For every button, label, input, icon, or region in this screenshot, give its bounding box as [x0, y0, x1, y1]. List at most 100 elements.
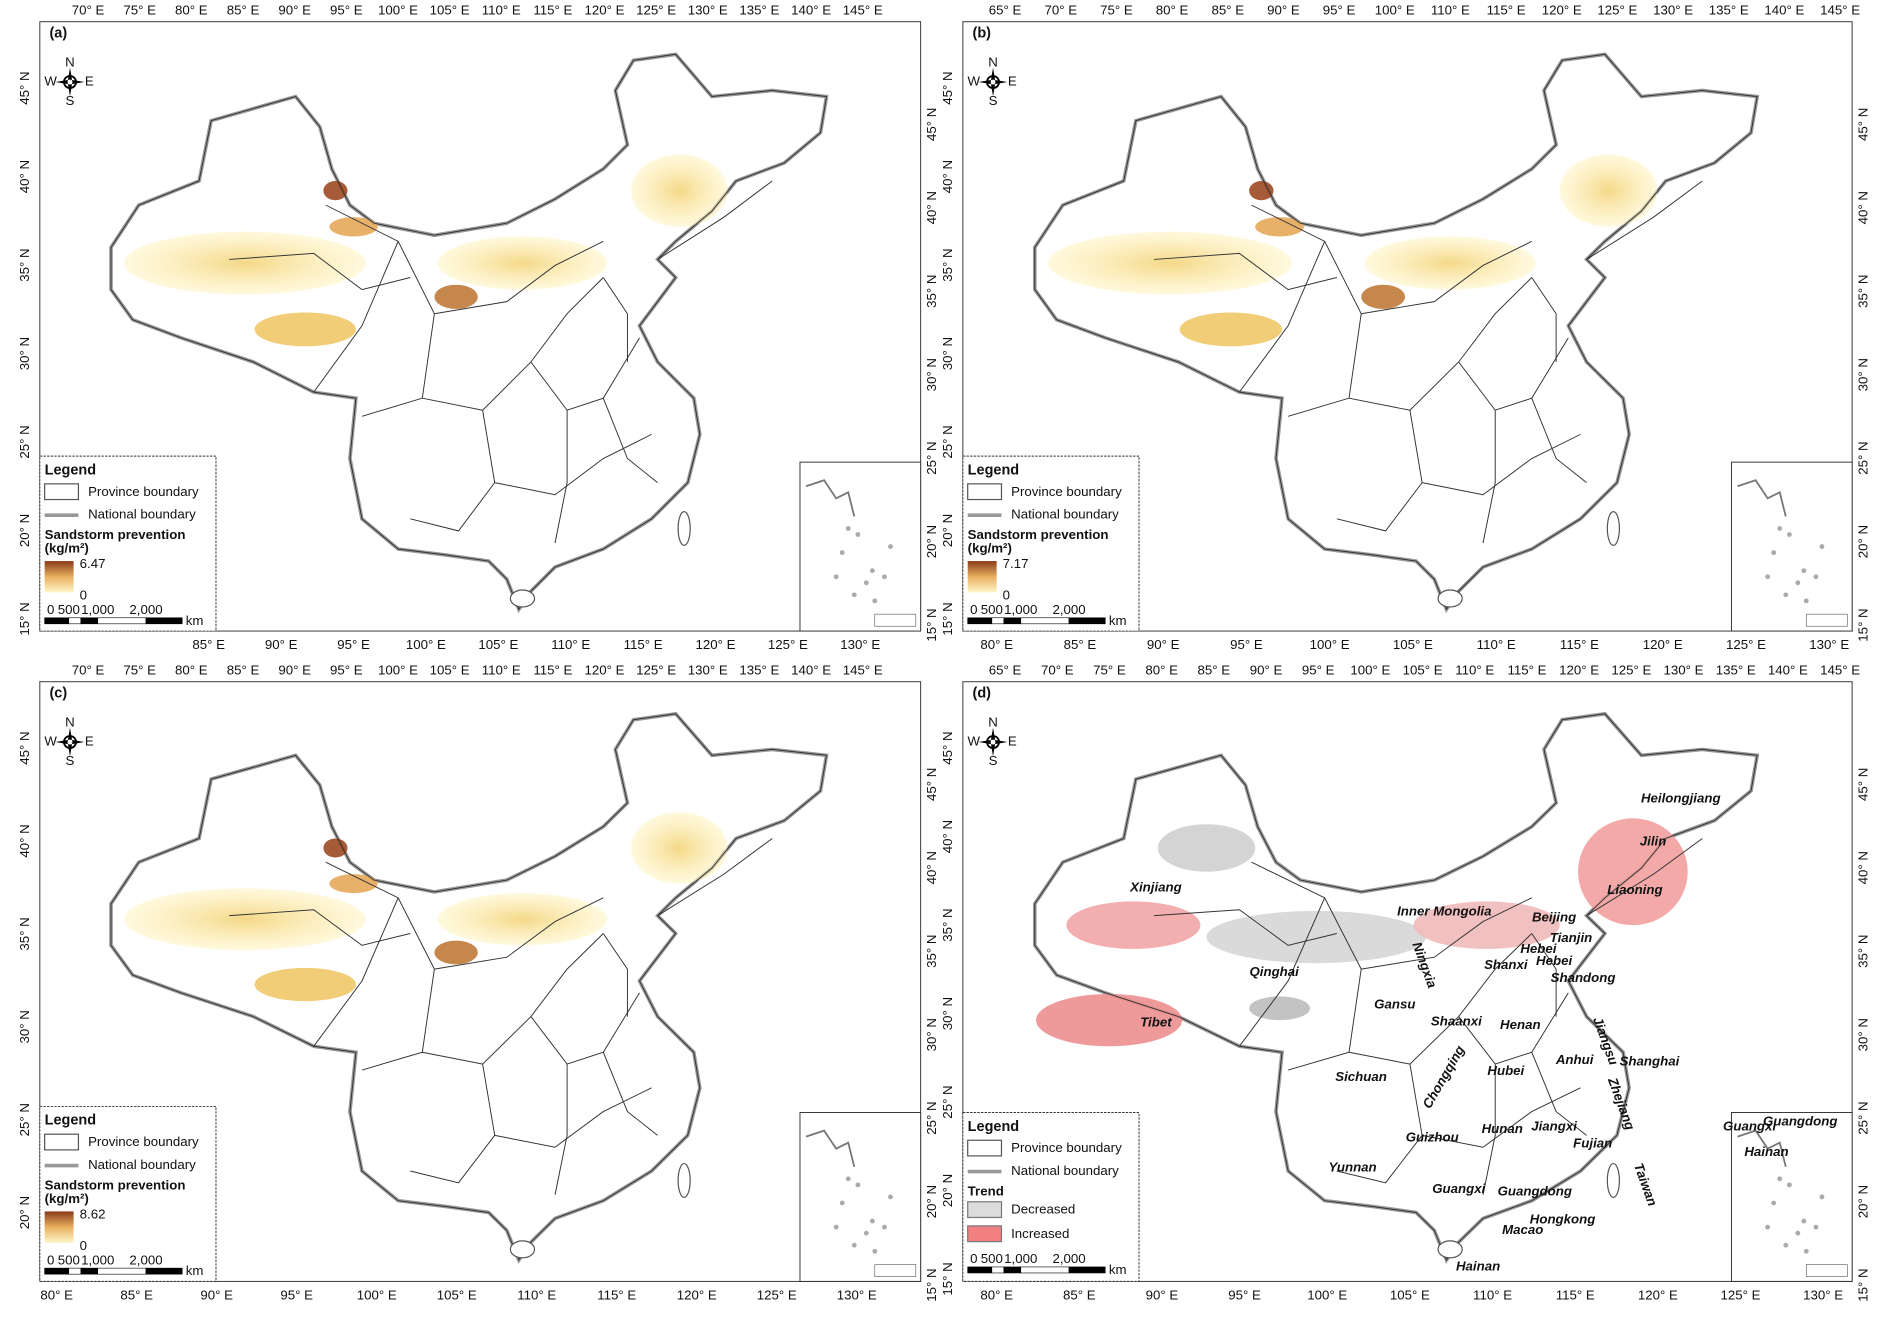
region-label: Jiangxi	[1531, 1118, 1577, 1133]
province-boundary	[1458, 992, 1569, 1065]
region-label: Hebei	[1536, 953, 1572, 968]
inset-island	[1765, 574, 1771, 580]
scale-bar	[1068, 1266, 1106, 1274]
scale-bar	[97, 1267, 147, 1275]
scale-label: 0	[970, 602, 977, 617]
map-fill	[323, 180, 348, 201]
inset-island	[1801, 1218, 1807, 1224]
scale-label: 1,000	[1004, 1251, 1037, 1266]
right-tick-label: 15° N	[1856, 608, 1871, 641]
top-tick-label: 90° E	[1250, 662, 1283, 677]
province-outline	[110, 53, 828, 611]
province-boundary	[1348, 277, 1533, 411]
inset-island	[833, 574, 839, 580]
left-tick-label: 40° N	[17, 824, 32, 857]
left-tick-label: 25° N	[940, 425, 955, 458]
inset-island	[1786, 1182, 1792, 1188]
legend-title: Legend	[45, 1113, 96, 1129]
top-tick-label: 135° E	[739, 2, 779, 17]
island	[677, 1162, 691, 1198]
map-fill	[434, 284, 478, 309]
right-tick-label: 40° N	[1856, 191, 1871, 224]
region-label: Liaoning	[1607, 882, 1662, 897]
province-boundary	[410, 410, 496, 532]
compass-letter: E	[1008, 734, 1017, 749]
compass-star	[55, 67, 85, 97]
bottom-tick-label: 105° E	[1390, 1287, 1430, 1302]
legend-title: Legend	[968, 462, 1019, 478]
province-boundary	[602, 397, 658, 484]
top-tick-label: 115° E	[1487, 2, 1526, 17]
scale-label: 0	[47, 602, 54, 617]
bottom-tick-label: 95° E	[1230, 637, 1263, 652]
bottom-tick-label: 95° E	[1228, 1287, 1261, 1302]
left-tick-label: 40° N	[940, 160, 955, 193]
scale-bar	[1020, 617, 1070, 625]
map-fill	[1364, 236, 1536, 290]
right-tick-label: 25° N	[924, 441, 939, 474]
scale-label: 2,000	[1052, 1251, 1085, 1266]
inset-island	[863, 580, 869, 586]
scale-bar	[1068, 617, 1106, 625]
island	[1437, 1240, 1463, 1259]
region-label: Hainan	[1456, 1258, 1500, 1273]
right-tick-label: 40° N	[924, 851, 939, 884]
right-tick-label: 35° N	[1856, 275, 1871, 308]
bottom-tick-label: 110° E	[551, 637, 590, 652]
ramp-min: 0	[80, 1238, 87, 1253]
inset-scale	[874, 613, 917, 627]
ramp-max: 6.47	[80, 556, 106, 571]
bottom-tick-label: 110° E	[1473, 1287, 1512, 1302]
region-label: Shaanxi	[1431, 1013, 1482, 1028]
top-tick-label: 70° E	[1044, 2, 1077, 17]
bottom-tick-label: 85° E	[1064, 637, 1097, 652]
inset-island	[851, 592, 857, 598]
inset-island	[1803, 598, 1809, 604]
compass-letter: S	[989, 93, 998, 108]
region-label: Hunan	[1482, 1121, 1523, 1136]
color-ramp	[44, 561, 74, 593]
panel-label: (b)	[973, 26, 992, 42]
top-tick-label: 140° E	[1768, 662, 1808, 677]
province-boundary	[229, 909, 411, 946]
bottom-tick-label: 130° E	[1803, 1287, 1843, 1302]
map-fill	[1249, 996, 1311, 1021]
province-boundary	[361, 241, 435, 417]
map-fill	[1361, 284, 1406, 309]
island	[509, 589, 536, 608]
bottom-tick-label: 90° E	[1146, 1287, 1179, 1302]
map-fill	[1157, 824, 1256, 872]
top-tick-label: 130° E	[1653, 2, 1693, 17]
top-tick-label: 75° E	[1093, 662, 1126, 677]
region-label: Gansu	[1374, 997, 1415, 1012]
right-tick-label: 45° N	[1856, 108, 1871, 141]
right-tick-label: 15° N	[924, 1268, 939, 1301]
china-map	[109, 52, 829, 614]
region-label: Xinjiang	[1129, 880, 1182, 895]
map-fill	[1413, 901, 1560, 949]
inset-region-label: Guangdong	[1763, 1114, 1837, 1129]
legend-title: Legend	[968, 1119, 1019, 1135]
province-boundary	[530, 337, 640, 411]
province-outline	[110, 713, 828, 1262]
map-fill	[329, 217, 378, 237]
bottom-tick-label: 120° E	[696, 637, 736, 652]
top-tick-label: 65° E	[989, 662, 1022, 677]
legend-label: National boundary	[1011, 1163, 1119, 1178]
legend-swatch	[44, 483, 80, 501]
bottom-tick-label: 80° E	[980, 1287, 1013, 1302]
right-tick-label: 35° N	[1856, 935, 1871, 968]
map-fill	[329, 874, 378, 894]
island	[677, 510, 691, 546]
legend: Legend Province boundary National boundary…	[39, 1105, 217, 1282]
scale-label: 1,000	[81, 1252, 114, 1267]
map-fill	[1559, 154, 1658, 227]
bottom-tick-label: 95° E	[337, 637, 370, 652]
province-boundary	[434, 240, 604, 315]
top-tick-label: 70° E	[72, 2, 105, 17]
